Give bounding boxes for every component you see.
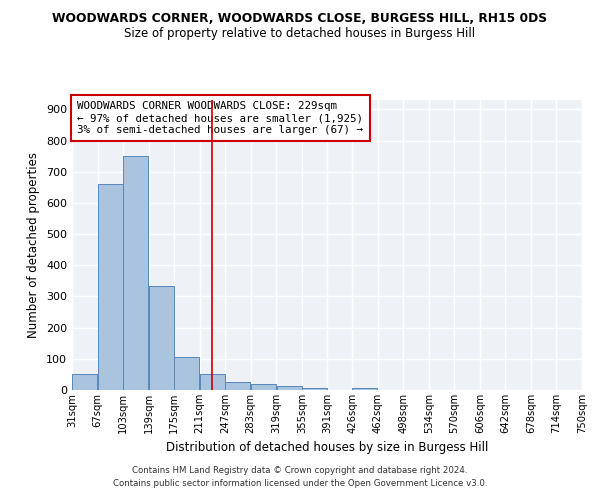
Bar	[226, 382, 250, 390]
Bar	[352, 388, 377, 390]
Text: Contains HM Land Registry data © Crown copyright and database right 2024.
Contai: Contains HM Land Registry data © Crown c…	[113, 466, 487, 487]
Bar	[175, 358, 199, 390]
Bar	[277, 386, 302, 390]
Bar	[72, 374, 97, 390]
Y-axis label: Number of detached properties: Number of detached properties	[28, 152, 40, 338]
Bar	[149, 286, 174, 390]
X-axis label: Distribution of detached houses by size in Burgess Hill: Distribution of detached houses by size …	[166, 442, 488, 454]
Bar	[98, 184, 123, 390]
Bar	[124, 156, 148, 390]
Bar	[251, 384, 276, 390]
Text: WOODWARDS CORNER WOODWARDS CLOSE: 229sqm
← 97% of detached houses are smaller (1: WOODWARDS CORNER WOODWARDS CLOSE: 229sqm…	[77, 102, 363, 134]
Text: WOODWARDS CORNER, WOODWARDS CLOSE, BURGESS HILL, RH15 0DS: WOODWARDS CORNER, WOODWARDS CLOSE, BURGE…	[53, 12, 548, 26]
Bar	[200, 374, 225, 390]
Text: Size of property relative to detached houses in Burgess Hill: Size of property relative to detached ho…	[124, 28, 476, 40]
Bar	[302, 388, 327, 390]
